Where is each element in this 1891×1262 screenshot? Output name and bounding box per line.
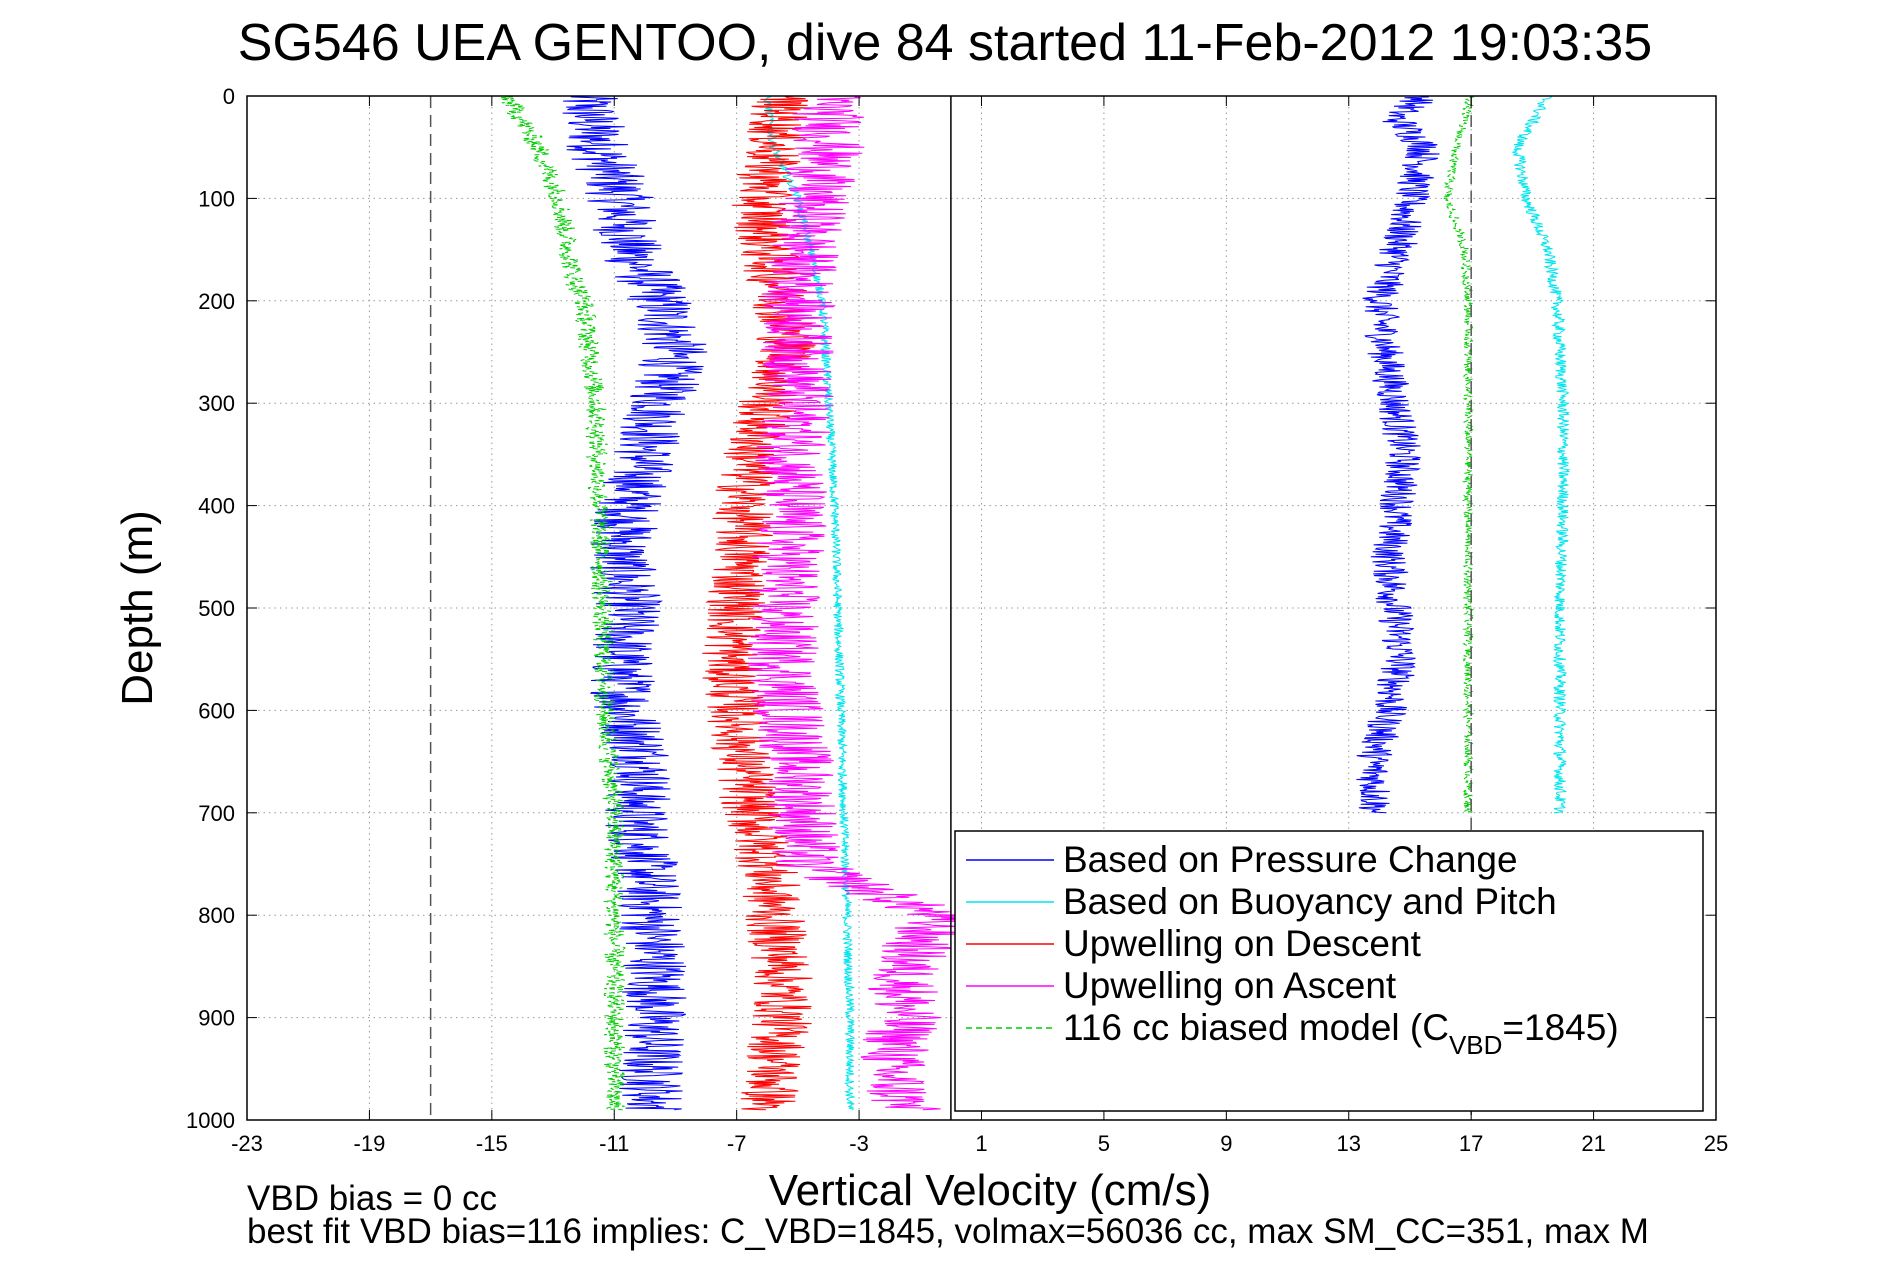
x-axis-ticks: -23 -19 -15 -11 -7 -3 1 5 9 13 17 21 25 [231,96,1728,1156]
series-116-cc-biased-model-c-descent [500,96,626,1111]
x-tick-label: -23 [231,1131,263,1156]
x-tick-label: 9 [1220,1131,1232,1156]
legend-label: Upwelling on Ascent [1063,965,1397,1006]
x-tick-label: -15 [476,1131,508,1156]
y-tick-label: 300 [198,391,235,416]
series-based-on-pressure-change-ascent [1356,96,1440,814]
y-tick-label: 900 [198,1006,235,1031]
legend-label-subscript: VBD [1449,1030,1502,1060]
series-116-cc-biased-model-c-ascent [1443,96,1475,814]
x-tick-label: 17 [1459,1131,1483,1156]
x-axis-label: Vertical Velocity (cm/s) [769,1166,1212,1215]
legend-label-text: Based on Pressure Change [1063,839,1518,880]
legend-label-text: 116 cc biased model (C [1063,1007,1449,1048]
x-tick-label: -3 [849,1131,869,1156]
x-tick-label: -11 [599,1131,629,1156]
y-tick-label: 600 [198,698,235,723]
y-tick-label: 500 [198,596,235,621]
series-upwelling-on-descent-descent [702,96,816,1111]
y-tick-label: 1000 [186,1108,235,1133]
y-tick-label: 0 [223,84,235,109]
y-axis-ticks: 0 100 200 300 400 500 600 700 800 900 1000 [186,84,1716,1133]
chart-title: SG546 UEA GENTOO, dive 84 started 11-Feb… [238,14,1652,72]
reference-lines [429,96,1472,1120]
legend-label: Upwelling on Descent [1063,923,1422,964]
legend-box [954,830,1704,1112]
legend-label-text: Based on Buoyancy and Pitch [1063,881,1557,922]
footer-best-fit: best fit VBD bias=116 implies: C_VBD=184… [247,1212,1649,1251]
legend-label-text: Upwelling on Ascent [1063,965,1397,1006]
y-tick-label: 700 [198,801,235,826]
y-tick-label: 200 [198,289,235,314]
y-tick-label: 100 [198,186,235,211]
y-tick-label: 800 [198,903,235,928]
y-tick-label: 400 [198,494,235,519]
series-based-on-buoyancy-and-pitch-descent [763,96,857,1111]
x-tick-label: 5 [1098,1131,1110,1156]
y-axis-label: Depth (m) [113,510,162,706]
x-tick-label: -19 [354,1131,386,1156]
x-tick-label: 21 [1581,1131,1605,1156]
legend-label: 116 cc biased model (CVBD=1845) [1063,1007,1619,1060]
x-tick-label: 25 [1704,1131,1728,1156]
legend-label-tail: =1845) [1502,1007,1618,1048]
footer-vbd-bias: VBD bias = 0 cc [247,1179,497,1218]
x-tick-label: 1 [975,1131,987,1156]
x-tick-label: 13 [1337,1131,1361,1156]
series-based-on-buoyancy-and-pitch-ascent [1512,96,1571,814]
series-layer [500,96,1571,1111]
legend-label: Based on Pressure Change [1063,839,1518,880]
series-upwelling-on-ascent-descent [747,96,970,1111]
legend-label-text: Upwelling on Descent [1063,923,1422,964]
x-tick-label: -7 [727,1131,747,1156]
legend-label: Based on Buoyancy and Pitch [1063,881,1557,922]
series-based-on-pressure-change-descent [562,96,708,1111]
